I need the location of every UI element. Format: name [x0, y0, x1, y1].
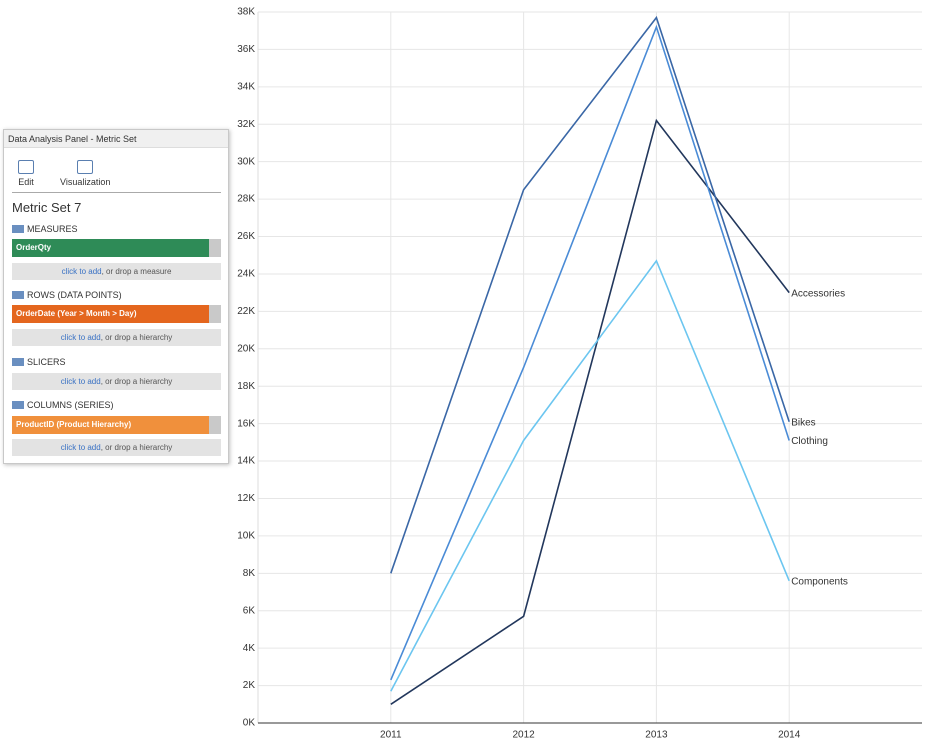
y-tick-label: 36K — [237, 44, 255, 55]
add-row[interactable]: click to add, or drop a hierarchy — [12, 329, 221, 346]
series-line — [390, 259, 790, 692]
edit-label: Edit — [18, 177, 34, 187]
series-label: Bikes — [791, 417, 815, 428]
section-label: ROWS (DATA POINTS) — [12, 290, 122, 300]
add-hint: , or drop a hierarchy — [100, 333, 173, 342]
y-tick-label: 10K — [237, 531, 255, 542]
y-tick-label: 32K — [237, 119, 255, 130]
y-tick-label: 20K — [237, 343, 255, 354]
section-label: MEASURES — [12, 224, 78, 234]
add-hint: , or drop a measure — [101, 267, 172, 276]
series-line — [390, 15, 790, 574]
x-tick-label: 2014 — [778, 730, 801, 741]
section-label: SLICERS — [12, 357, 66, 367]
y-tick-label: 38K — [237, 7, 255, 18]
remove-button[interactable] — [209, 305, 221, 323]
x-tick-label: 2011 — [380, 730, 402, 741]
section-text: SLICERS — [27, 357, 66, 367]
remove-button[interactable] — [209, 239, 221, 257]
y-tick-label: 8K — [243, 568, 256, 579]
y-tick-label: 12K — [237, 493, 255, 504]
section-text: ROWS (DATA POINTS) — [27, 290, 122, 300]
edit-button[interactable]: Edit — [18, 160, 34, 187]
y-tick-label: 6K — [243, 605, 256, 616]
y-tick-label: 26K — [237, 231, 255, 242]
series-label: Components — [791, 576, 848, 587]
series-line — [390, 24, 790, 681]
add-link[interactable]: click to add — [61, 267, 102, 276]
separator — [12, 192, 221, 193]
add-link[interactable]: click to add — [60, 333, 101, 342]
series-line — [390, 118, 790, 705]
y-tick-label: 28K — [237, 194, 255, 205]
series-label: Accessories — [791, 288, 845, 299]
add-row[interactable]: click to add, or drop a measure — [12, 263, 221, 280]
y-tick-label: 30K — [237, 156, 255, 167]
y-tick-label: 24K — [237, 269, 255, 280]
y-tick-label: 0K — [243, 718, 256, 729]
y-tick-label: 22K — [237, 306, 255, 317]
section-text: MEASURES — [27, 224, 78, 234]
add-hint: , or drop a hierarchy — [100, 377, 173, 386]
y-tick-label: 2K — [243, 680, 256, 691]
add-link[interactable]: click to add — [60, 377, 101, 386]
series-label: Clothing — [791, 436, 828, 447]
x-tick-label: 2012 — [512, 730, 535, 741]
visualization-label: Visualization — [60, 177, 111, 187]
panel-title: Data Analysis Panel - Metric Set — [4, 130, 228, 148]
y-tick-label: 18K — [237, 381, 255, 392]
data-analysis-panel: Data Analysis Panel - Metric Set Edit Vi… — [3, 129, 229, 464]
add-link[interactable]: click to add — [60, 443, 101, 452]
row-item[interactable]: OrderDate (Year > Month > Day) — [12, 305, 209, 323]
section-label: COLUMNS (SERIES) — [12, 400, 114, 410]
remove-button[interactable] — [209, 416, 221, 434]
y-tick-label: 34K — [237, 81, 255, 92]
section-text: COLUMNS (SERIES) — [27, 400, 114, 410]
metric-set-name: Metric Set 7 — [12, 200, 82, 215]
add-hint: , or drop a hierarchy — [100, 443, 173, 452]
add-row[interactable]: click to add, or drop a hierarchy — [12, 439, 221, 456]
y-tick-label: 16K — [237, 418, 255, 429]
x-tick-label: 2013 — [645, 730, 668, 741]
visualization-button[interactable]: Visualization — [60, 160, 110, 187]
add-row[interactable]: click to add, or drop a hierarchy — [12, 373, 221, 390]
measure-item[interactable]: OrderQty — [12, 239, 209, 257]
y-tick-label: 4K — [243, 643, 256, 654]
column-item[interactable]: ProductID (Product Hierarchy) — [12, 416, 209, 434]
y-tick-label: 14K — [237, 456, 255, 467]
